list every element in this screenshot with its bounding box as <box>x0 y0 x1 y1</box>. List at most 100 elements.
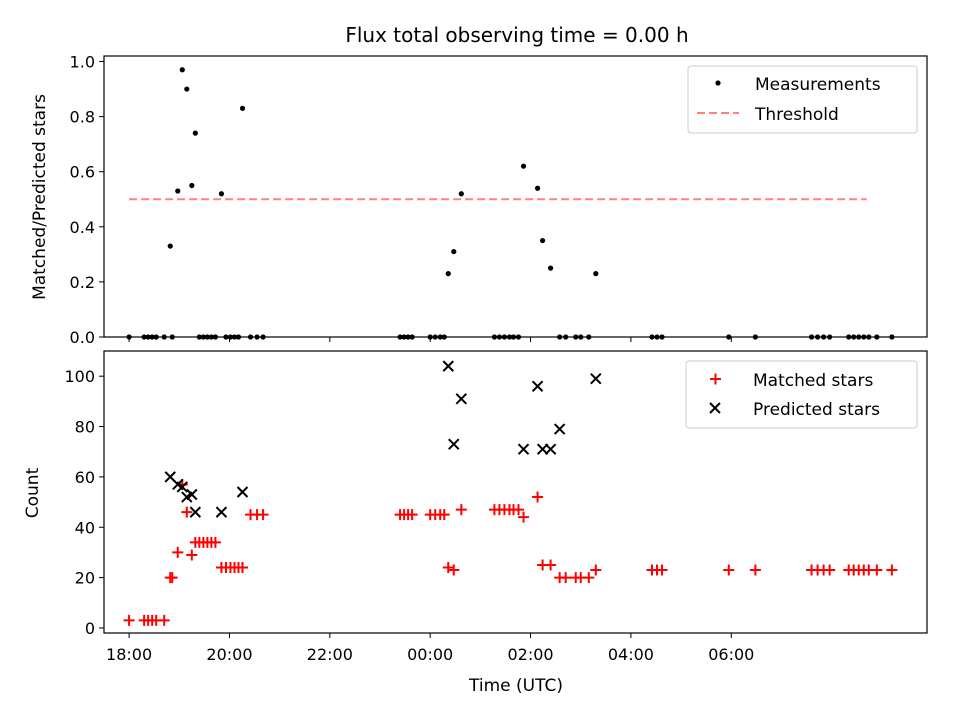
matched-star-point <box>237 562 249 574</box>
ratio-y-tick-label: 0.2 <box>70 273 95 292</box>
measurement-point <box>231 334 238 340</box>
measurements-legend-marker <box>715 80 721 86</box>
count-y-tick-label: 60 <box>75 468 95 487</box>
measurement-point <box>235 334 242 340</box>
measurement-point <box>808 334 815 340</box>
matched-star-point <box>455 504 467 516</box>
count-y-tick-label: 80 <box>75 418 95 437</box>
matched-star-point <box>590 564 602 576</box>
x-tick-label: 06:00 <box>708 645 754 664</box>
ratio-y-tick-label: 0.6 <box>70 163 95 182</box>
measurement-point <box>212 334 219 340</box>
measurement-point <box>218 191 225 197</box>
count-y-tick-label: 0 <box>85 619 95 638</box>
measurement-point <box>397 334 403 340</box>
measurement-point <box>196 334 202 340</box>
measurement-point <box>659 334 665 340</box>
measurement-point <box>563 334 569 340</box>
measurement-point <box>557 334 563 340</box>
matched-star-point <box>871 564 883 576</box>
measurement-point <box>866 334 872 340</box>
predicted-star-point <box>236 486 249 498</box>
measurement-point <box>752 334 758 340</box>
count-y-tick-label: 100 <box>64 367 95 386</box>
predicted-star-point <box>442 360 454 372</box>
measurement-point <box>167 243 173 249</box>
measurement-point <box>726 334 732 340</box>
measurement-point <box>491 334 498 340</box>
measurement-point <box>401 334 407 340</box>
measurement-point <box>548 265 554 271</box>
count-legend-box <box>685 360 918 429</box>
measurement-point <box>432 334 438 340</box>
predicted-star-point <box>215 506 228 518</box>
measurement-point <box>451 248 457 255</box>
matched-star-point <box>560 572 572 584</box>
measurement-point <box>409 334 415 340</box>
measurement-point <box>815 334 821 340</box>
count-plot-frame <box>103 350 928 634</box>
chart-marks: 18:00 20:00 22:00 00:00 02:00 04:00 06:00 0.0 0.… <box>64 53 918 664</box>
measurement-point <box>586 334 592 340</box>
measurement-point <box>405 334 411 340</box>
predicted-legend-label: Predicted stars <box>753 400 880 420</box>
measurement-point <box>593 271 599 277</box>
matched-star-point <box>172 546 184 558</box>
measurement-point <box>247 334 254 340</box>
matched-star-point <box>749 564 761 576</box>
measurement-point <box>175 188 181 194</box>
measurement-point <box>515 334 522 340</box>
matched-legend-marker <box>710 373 721 385</box>
measurements-legend-label: Measurements <box>755 75 881 95</box>
matched-star-point <box>438 509 450 521</box>
predicted-star-point <box>176 481 188 493</box>
matched-star-point <box>123 614 135 626</box>
measurement-point <box>458 191 464 197</box>
predicted-star-point <box>189 506 202 518</box>
measurement-point <box>496 334 503 340</box>
predicted-star-point <box>553 423 566 435</box>
measurement-point <box>204 334 210 340</box>
matched-star-point <box>886 564 898 576</box>
matched-legend-label: Matched stars <box>753 371 873 391</box>
measurement-point <box>260 334 266 340</box>
x-tick-label: 02:00 <box>508 645 554 664</box>
matched-star-point <box>532 491 544 503</box>
measurement-point <box>851 334 857 340</box>
measurement-point <box>861 334 867 340</box>
x-tick-label: 20:00 <box>206 645 252 664</box>
predicted-star-point <box>186 488 198 501</box>
measurement-point <box>649 334 655 340</box>
measurement-point <box>856 334 862 340</box>
matched-star-point <box>583 572 595 584</box>
matched-star-point <box>166 572 178 584</box>
measurement-point <box>161 334 167 340</box>
matched-star-point <box>656 564 668 576</box>
matched-star-point <box>513 504 525 516</box>
count-panel: Count Time (UTC) <box>23 350 928 696</box>
measurement-point <box>189 182 195 189</box>
measurement-point <box>145 334 151 340</box>
measurement-point <box>654 334 660 340</box>
measurement-point <box>153 334 159 340</box>
predicted-star-point <box>544 443 557 455</box>
measurement-point <box>227 334 234 340</box>
ratio-legend-box <box>687 65 918 134</box>
ratio-y-tick-label: 1.0 <box>70 53 95 72</box>
figure-title: Flux total observing time = 0.00 h <box>345 23 688 47</box>
matched-star-point <box>406 509 418 521</box>
x-axis-label: Time (UTC) <box>468 676 563 696</box>
matched-star-point <box>209 536 221 548</box>
measurement-point <box>169 334 175 340</box>
measurement-point <box>501 334 508 340</box>
ratio-legend: Measurements Threshold <box>687 65 918 134</box>
measurement-point <box>573 334 579 340</box>
measurement-point <box>149 334 155 340</box>
predicted-star-point <box>448 438 460 450</box>
measurement-point <box>520 163 527 169</box>
matched-star-point <box>518 511 530 523</box>
measurement-point <box>578 334 584 340</box>
measurement-point <box>821 334 827 340</box>
measurement-point <box>846 334 852 340</box>
